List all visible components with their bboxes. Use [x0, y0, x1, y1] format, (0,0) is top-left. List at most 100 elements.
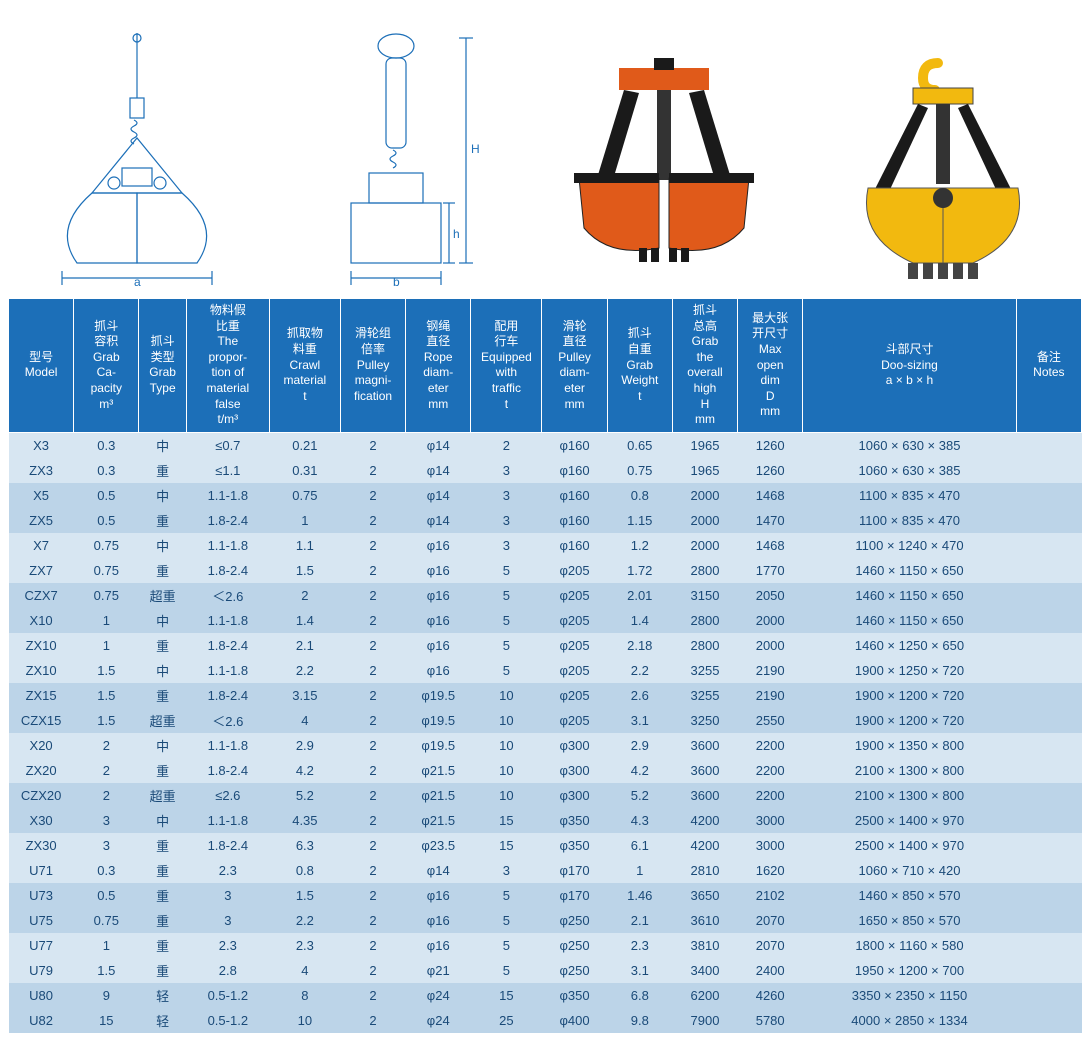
- table-row: ZX303重1.8-2.46.32φ23.515φ3506.1420030002…: [9, 833, 1082, 858]
- cell: 1900 × 1200 × 720: [803, 683, 1016, 708]
- cell: 1.2: [607, 533, 672, 558]
- cell: 2: [340, 758, 405, 783]
- cell: 2: [74, 758, 139, 783]
- cell: X5: [9, 483, 74, 508]
- cell: 重: [139, 933, 186, 958]
- cell: 1.1-1.8: [186, 733, 269, 758]
- cell: 1965: [672, 432, 737, 458]
- cell: 2: [74, 733, 139, 758]
- cell: [1016, 432, 1081, 458]
- cell: 10: [471, 758, 542, 783]
- cell: 1.8-2.4: [186, 683, 269, 708]
- table-row: U791.5重2.842φ215φ2503.1340024001950 × 12…: [9, 958, 1082, 983]
- cell: X10: [9, 608, 74, 633]
- cell: 1.4: [607, 608, 672, 633]
- cell: CZX15: [9, 708, 74, 733]
- cell: 1.1: [269, 533, 340, 558]
- cell: 1260: [738, 432, 803, 458]
- cell: [1016, 733, 1081, 758]
- cell: 10: [269, 1008, 340, 1033]
- cell: 0.5: [74, 483, 139, 508]
- cell: 1.4: [269, 608, 340, 633]
- cell: 0.3: [74, 432, 139, 458]
- cell: [1016, 983, 1081, 1008]
- cell: 3650: [672, 883, 737, 908]
- cell: U82: [9, 1008, 74, 1033]
- cell: 5: [471, 583, 542, 608]
- col-header-0: 型号Model: [9, 299, 74, 433]
- cell: 重: [139, 458, 186, 483]
- cell: 1060 × 630 × 385: [803, 458, 1016, 483]
- cell: 2.8: [186, 958, 269, 983]
- cell: 5: [471, 558, 542, 583]
- col-header-12: 斗部尺寸Doo-sizinga × b × h: [803, 299, 1016, 433]
- cell: 1460 × 1250 × 650: [803, 633, 1016, 658]
- spec-table: 型号Model抓斗容积GrabCa-pacitym³抓斗类型GrabType物料…: [8, 298, 1082, 1033]
- cell: 5: [471, 908, 542, 933]
- cell: 3: [471, 858, 542, 883]
- cell: 1: [607, 858, 672, 883]
- col-header-2: 抓斗类型GrabType: [139, 299, 186, 433]
- cell: 3: [186, 883, 269, 908]
- cell: [1016, 558, 1081, 583]
- cell: 0.5-1.2: [186, 1008, 269, 1033]
- photo-yellow-grab: [818, 58, 1068, 288]
- cell: 2800: [672, 608, 737, 633]
- cell: 3600: [672, 758, 737, 783]
- cell: 2070: [738, 908, 803, 933]
- cell: 2.6: [607, 683, 672, 708]
- cell: φ16: [406, 608, 471, 633]
- cell: 2.01: [607, 583, 672, 608]
- cell: 重: [139, 908, 186, 933]
- table-row: ZX101重1.8-2.42.12φ165φ2052.1828002000146…: [9, 633, 1082, 658]
- cell: ZX20: [9, 758, 74, 783]
- cell: 2.3: [607, 933, 672, 958]
- cell: 5: [471, 958, 542, 983]
- cell: φ14: [406, 432, 471, 458]
- cell: 1.5: [74, 958, 139, 983]
- cell: 3: [471, 458, 542, 483]
- cell: X3: [9, 432, 74, 458]
- cell: 3255: [672, 658, 737, 683]
- cell: 2500 × 1400 × 970: [803, 833, 1016, 858]
- cell: 2000: [738, 633, 803, 658]
- table-row: U710.3重2.30.82φ143φ1701281016201060 × 71…: [9, 858, 1082, 883]
- cell: 3: [74, 808, 139, 833]
- cell: 2000: [672, 483, 737, 508]
- cell: 7900: [672, 1008, 737, 1033]
- cell: [1016, 483, 1081, 508]
- cell: 5: [471, 933, 542, 958]
- cell: 5780: [738, 1008, 803, 1033]
- cell: ≤2.6: [186, 783, 269, 808]
- table-row: X101中1.1-1.81.42φ165φ2051.4280020001460 …: [9, 608, 1082, 633]
- cell: φ160: [542, 432, 607, 458]
- cell: 5: [471, 658, 542, 683]
- cell: 2: [269, 583, 340, 608]
- cell: [1016, 758, 1081, 783]
- col-header-4: 抓取物料重Crawlmaterialt: [269, 299, 340, 433]
- col-header-5: 滑轮组倍率Pulleymagni-fication: [340, 299, 405, 433]
- cell: φ19.5: [406, 733, 471, 758]
- cell: 2.2: [607, 658, 672, 683]
- cell: 0.5: [74, 508, 139, 533]
- cell: 15: [471, 983, 542, 1008]
- cell: 1: [74, 633, 139, 658]
- cell: φ300: [542, 783, 607, 808]
- cell: φ24: [406, 1008, 471, 1033]
- cell: 3: [471, 533, 542, 558]
- cell: CZX20: [9, 783, 74, 808]
- cell: [1016, 508, 1081, 533]
- cell: 15: [74, 1008, 139, 1033]
- table-row: X30.3中≤0.70.212φ142φ1600.65196512601060 …: [9, 432, 1082, 458]
- cell: φ16: [406, 583, 471, 608]
- cell: 1.8-2.4: [186, 633, 269, 658]
- table-row: X50.5中1.1-1.80.752φ143φ1600.820001468110…: [9, 483, 1082, 508]
- cell: 2100 × 1300 × 800: [803, 758, 1016, 783]
- table-row: X70.75中1.1-1.81.12φ163φ1601.220001468110…: [9, 533, 1082, 558]
- cell: 2: [74, 783, 139, 808]
- table-row: X202中1.1-1.82.92φ19.510φ3002.93600220019…: [9, 733, 1082, 758]
- cell: 9.8: [607, 1008, 672, 1033]
- cell: 5: [471, 883, 542, 908]
- cell: 1.1-1.8: [186, 808, 269, 833]
- cell: U79: [9, 958, 74, 983]
